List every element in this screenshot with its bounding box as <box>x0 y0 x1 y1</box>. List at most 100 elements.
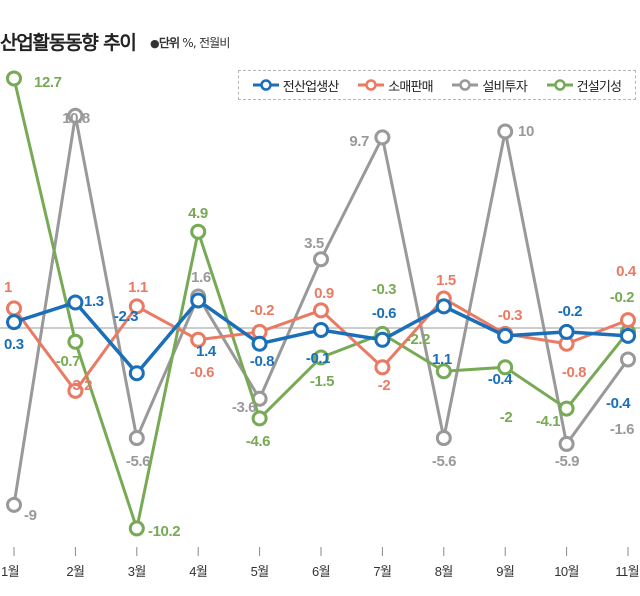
data-point <box>190 223 207 240</box>
data-label: -0.8 <box>250 353 274 370</box>
data-label: -2 <box>378 377 391 394</box>
data-point <box>435 363 452 380</box>
data-point <box>190 292 207 309</box>
data-point <box>6 314 22 331</box>
data-point <box>313 302 329 319</box>
legend-marker-icon <box>358 79 385 91</box>
data-point <box>6 300 22 317</box>
data-label: -2.3 <box>114 308 138 325</box>
x-tick-label: 11월 <box>615 564 639 579</box>
data-label: -5.6 <box>432 453 456 470</box>
data-point <box>251 335 268 352</box>
legend-label: 설비투자 <box>482 79 527 95</box>
data-label: -0.8 <box>562 364 586 381</box>
data-label: 1.4 <box>196 343 217 360</box>
data-label: -4.1 <box>536 413 560 430</box>
unit-text: %, 전월비 <box>179 36 230 50</box>
data-point <box>128 365 145 382</box>
data-label: -0.6 <box>372 305 396 322</box>
data-label: -2.2 <box>406 331 430 348</box>
data-label: -0.3 <box>372 281 396 298</box>
data-label: 10 <box>518 123 534 140</box>
data-point <box>374 331 391 348</box>
data-label: -0.2 <box>610 289 634 306</box>
data-point <box>497 123 514 140</box>
data-point <box>435 298 452 315</box>
bullet-icon: ● <box>150 37 160 50</box>
data-point <box>620 312 636 329</box>
data-label: 4.9 <box>188 205 208 222</box>
data-label: 1.6 <box>191 269 211 286</box>
data-label: 1.1 <box>432 351 452 368</box>
data-label: -5.9 <box>555 453 579 470</box>
data-label: -0.4 <box>488 371 513 388</box>
data-label: 1.5 <box>436 272 456 289</box>
data-point <box>497 359 514 376</box>
data-label: -0.2 <box>250 302 274 319</box>
data-point <box>128 520 145 537</box>
x-tick-label: 8월 <box>435 564 453 579</box>
x-tick-label: 1월 <box>1 564 19 579</box>
data-label: -10.2 <box>148 523 180 540</box>
legend: 전산업생산 소매판매 설비투자 건설기성 <box>238 70 636 100</box>
x-tick-label: 10월 <box>554 564 579 579</box>
legend-item-retail: 소매판매 <box>358 76 434 95</box>
data-label: 12.7 <box>34 74 62 91</box>
data-point <box>67 382 84 399</box>
data-point <box>497 327 514 344</box>
data-label: -1.6 <box>610 421 634 438</box>
legend-label: 전산업생산 <box>282 79 340 95</box>
data-label: -5.6 <box>126 453 150 470</box>
data-point <box>67 333 84 350</box>
data-label: -0.2 <box>558 303 582 320</box>
data-point <box>67 294 84 311</box>
data-label: 0.3 <box>4 336 24 353</box>
chart-title: 산업활동동향 추이 <box>0 32 137 54</box>
data-point <box>190 331 207 348</box>
data-point <box>67 107 84 124</box>
data-point <box>128 430 145 447</box>
x-tick-label: 9월 <box>496 564 514 579</box>
data-point <box>6 70 22 87</box>
data-point <box>251 410 268 427</box>
data-label: 1 <box>4 279 12 296</box>
data-label: 1.1 <box>128 279 148 296</box>
data-point <box>435 430 452 447</box>
x-tick-label: 6월 <box>312 564 330 579</box>
legend-marker-icon <box>452 79 479 91</box>
unit-note: ●단위 %, 전월비 <box>150 34 230 51</box>
data-point <box>620 351 636 368</box>
legend-item-production: 전산업생산 <box>252 76 340 95</box>
data-point <box>128 298 145 315</box>
legend-item-construction: 건설기성 <box>546 76 622 95</box>
data-label: -3.6 <box>232 399 256 416</box>
data-label: 10.8 <box>62 110 90 127</box>
data-label: 0.4 <box>616 263 637 280</box>
x-tick-label: 4월 <box>189 564 207 579</box>
data-labels: 0.3 1.3 -2.3 1.4 -0.8 -0.1 -0.6 1.1 -0.4 -0.2 -0.4… <box>4 74 637 540</box>
data-point <box>6 496 22 513</box>
data-point <box>313 321 329 338</box>
data-label: -2 <box>500 409 513 426</box>
series-production <box>6 292 636 382</box>
series-construction <box>6 70 636 537</box>
legend-label: 건설기성 <box>576 79 622 95</box>
x-tick-label: 2월 <box>66 564 84 579</box>
data-point <box>374 359 391 376</box>
data-label: 9.7 <box>349 133 369 150</box>
legend-marker-icon <box>546 79 573 91</box>
legend-item-investment: 설비투자 <box>452 76 528 95</box>
data-label: 3.5 <box>304 235 324 252</box>
data-label: 0.9 <box>314 285 334 302</box>
data-point <box>374 129 391 146</box>
data-label: -4.6 <box>246 433 270 450</box>
data-point <box>620 327 636 344</box>
data-label: -0.1 <box>306 350 330 367</box>
x-tick-label: 3월 <box>128 564 146 579</box>
x-tick-label: 7월 <box>373 564 391 579</box>
data-label: -9 <box>24 507 37 524</box>
data-label: -0.7 <box>56 353 80 370</box>
data-point <box>313 349 329 366</box>
data-label: -0.4 <box>606 395 631 412</box>
x-tick-label: 5월 <box>251 564 269 579</box>
